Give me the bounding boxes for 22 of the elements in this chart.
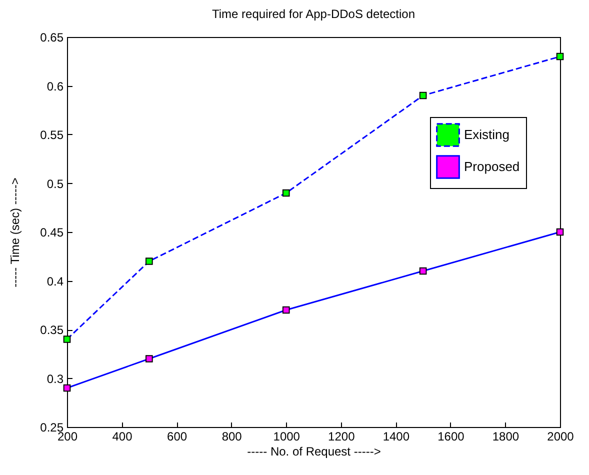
- x-tick-label: 1600: [438, 430, 465, 444]
- legend-label: Existing: [464, 127, 510, 142]
- y-tick-label: 0.4: [46, 274, 64, 288]
- y-tick-label: 0.35: [40, 323, 64, 337]
- chart-title: Time required for App-DDoS detection: [212, 7, 415, 21]
- y-tick-label: 0.45: [40, 226, 64, 240]
- x-tick-label: 1200: [328, 430, 356, 444]
- y-tick-label: 0.65: [40, 30, 64, 44]
- x-tick-label: 1000: [273, 430, 300, 444]
- x-tick-label: 600: [167, 430, 188, 444]
- x-tick-label: 1400: [382, 430, 410, 444]
- y-tick-label: 0.3: [46, 372, 64, 386]
- x-tick-label: 2000: [547, 430, 574, 444]
- y-tick-label: 0.5: [46, 176, 64, 191]
- x-tick-label: 400: [112, 430, 133, 444]
- x-tick-label: 1800: [492, 430, 520, 444]
- y-tick-label: 0.55: [40, 128, 64, 142]
- y-tick-label: 0.6: [46, 79, 64, 94]
- x-axis-title: ----- No. of Request ----->: [247, 444, 381, 458]
- legend-label: Proposed: [464, 159, 520, 174]
- y-axis-title: ----- Time (sec) ----->: [8, 178, 22, 288]
- x-tick-label: 800: [222, 430, 242, 444]
